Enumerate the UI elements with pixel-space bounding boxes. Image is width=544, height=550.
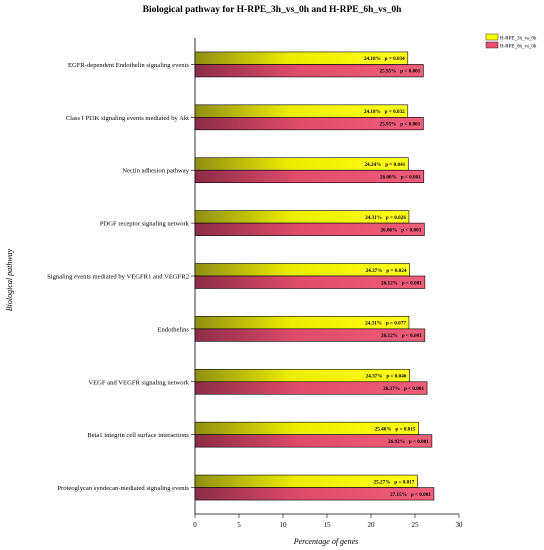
x-tick-label: 30 (456, 521, 464, 529)
x-axis-label: Percentage of genes (293, 537, 359, 546)
legend-label-series-1: H-RPE_3h_vs_0h (500, 37, 537, 42)
legend: H-RPE_3h_vs_0h H-RPE_6h_vs_0h (485, 33, 537, 50)
bar-series-2 (194, 275, 426, 289)
category-label: EGFR-dependent Endothelin signaling even… (68, 62, 189, 69)
data-label-series-1: 24.31% p = 0.077 (365, 321, 406, 327)
x-tick-label: 20 (368, 521, 376, 529)
plot-area: 0 5 10 15 20 25 30 EGFR-dependent Endothelin si… (47, 38, 463, 529)
x-tick-label: 25 (412, 521, 420, 529)
category-label: Class I PI3K signaling events mediated b… (66, 115, 189, 122)
chart-title: Biological pathway for H-RPE_3h_vs_0h an… (143, 5, 402, 15)
data-label-series-1: 25.27% p = 0.017 (374, 479, 415, 485)
data-label-series-2: 25.95% p < 0.001 (380, 69, 421, 75)
bar-series-2 (194, 222, 425, 236)
x-tick-label: 10 (280, 521, 288, 529)
bar-series-2 (194, 381, 428, 395)
data-label-series-1: 24.24% p = 0.041 (364, 162, 405, 168)
y-axis-label: Biological pathway (5, 248, 14, 311)
category-label: Endothelins (157, 326, 189, 333)
data-label-series-2: 26.92% p < 0.001 (388, 439, 429, 445)
category-label: Beta1 integrin cell surface interactions (87, 432, 189, 439)
bar-series-2 (194, 64, 424, 78)
bar-series-2 (194, 169, 425, 184)
x-tick-label: 15 (324, 521, 332, 529)
data-label-series-1: 24.37% p = 0.024 (366, 268, 407, 274)
data-label-series-1: 24.18% p = 0.034 (364, 56, 405, 62)
data-label-series-1: 25.40% p = 0.015 (375, 426, 416, 432)
data-label-series-2: 26.12% p < 0.001 (381, 280, 422, 286)
data-label-series-2: 26.06% p < 0.001 (380, 227, 421, 233)
data-label-series-1: 24.31% p = 0.026 (365, 215, 406, 221)
data-label-series-1: 24.18% p = 0.032 (364, 109, 405, 115)
bar-series-2 (194, 328, 426, 342)
legend-swatch-series-1 (485, 33, 499, 41)
x-tick-label: 5 (237, 521, 241, 529)
category-label: VEGF and VEGFR signaling network (88, 379, 189, 386)
data-label-series-2: 26.00% p < 0.001 (380, 174, 421, 180)
x-tick-label: 0 (193, 521, 197, 529)
category-label: Proteoglycan syndecan-mediated signaling… (57, 485, 189, 492)
data-label-series-2: 26.37% p < 0.001 (383, 386, 424, 392)
category-label: PDGF receptor signaling network (100, 221, 190, 228)
data-label-series-1: 24.37% p = 0.046 (366, 374, 407, 380)
legend-swatch-series-2 (485, 41, 499, 49)
category-label: Signaling events mediated by VEGFR1 and … (47, 274, 189, 281)
data-label-series-2: 25.95% p < 0.001 (380, 122, 421, 128)
bar-series-2 (194, 487, 435, 501)
category-label: Nectin adhesion pathway (122, 168, 189, 175)
data-label-series-2: 27.15% p < 0.001 (390, 492, 431, 498)
bar-series-2 (194, 434, 433, 448)
bar-series-2 (194, 117, 424, 131)
legend-label-series-2: H-RPE_6h_vs_0h (500, 45, 537, 50)
data-label-series-2: 26.12% p < 0.001 (381, 333, 422, 339)
